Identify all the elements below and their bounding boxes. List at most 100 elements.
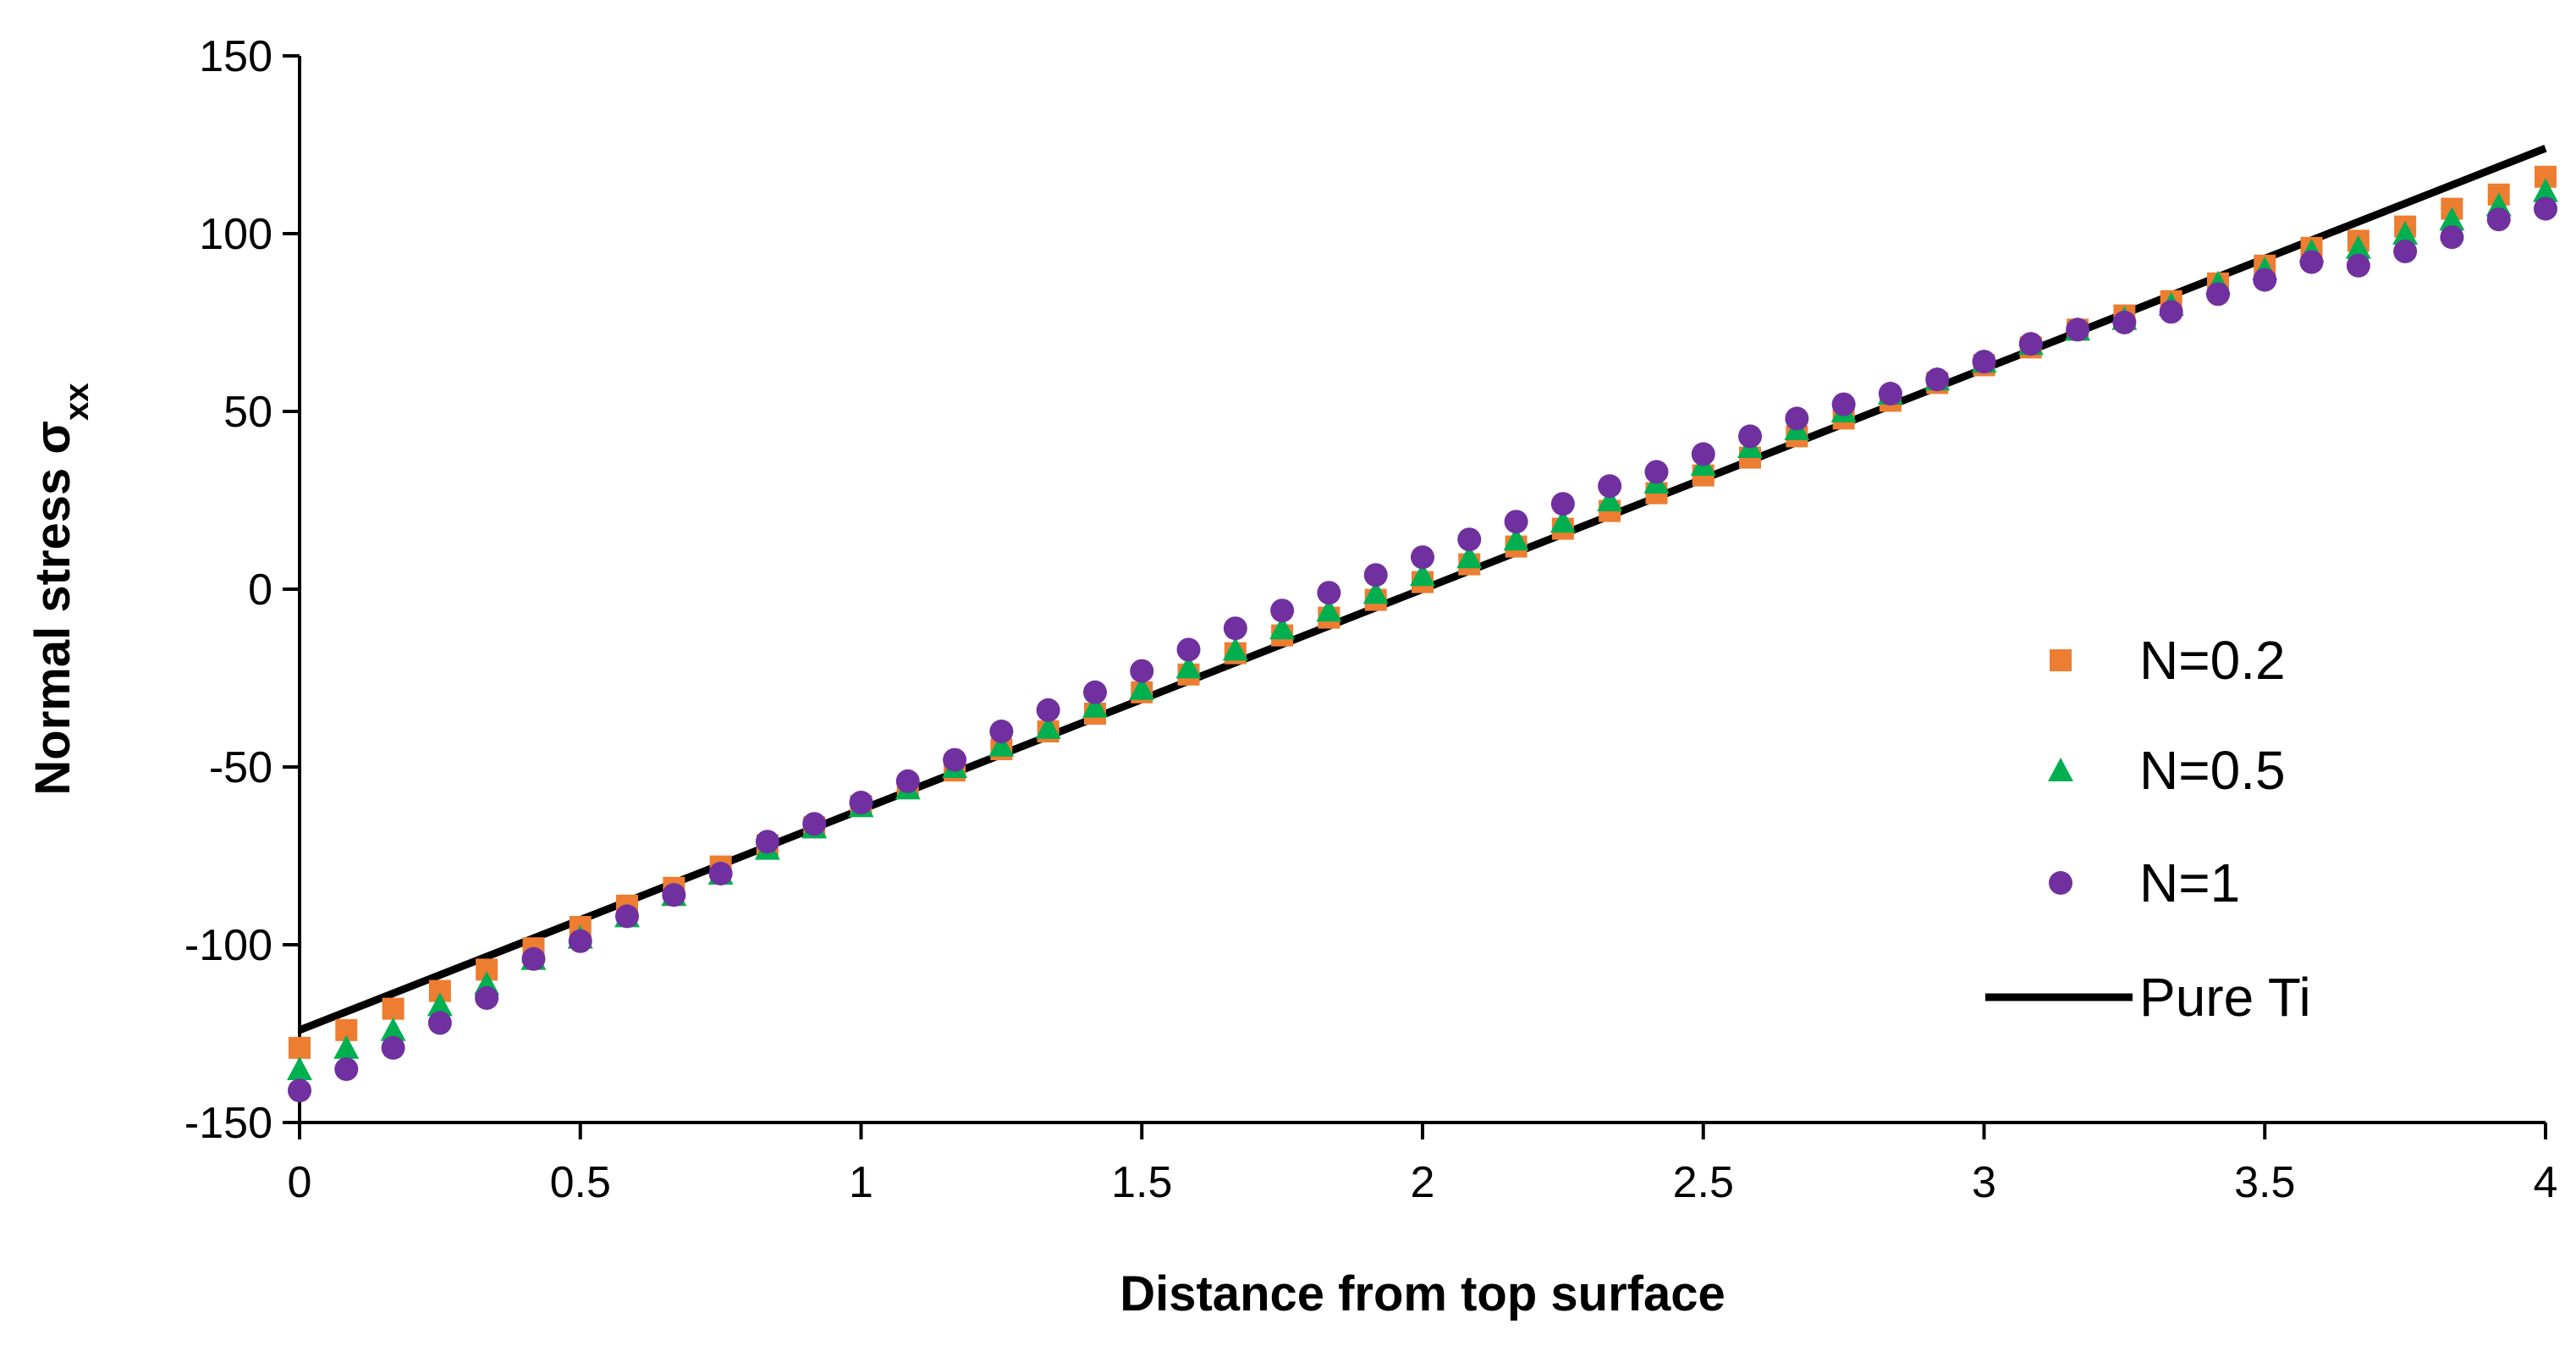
data-point bbox=[2345, 234, 2371, 259]
data-point bbox=[802, 812, 827, 836]
marker-series bbox=[287, 165, 2558, 1103]
data-point bbox=[380, 1017, 406, 1041]
data-point bbox=[2299, 250, 2324, 274]
legend-label: N=1 bbox=[2139, 852, 2240, 913]
legend-label: Pure Ti bbox=[2139, 967, 2311, 1028]
data-point bbox=[1597, 488, 1623, 511]
data-point bbox=[615, 904, 640, 929]
legend-marker bbox=[2050, 649, 2072, 671]
data-point bbox=[755, 830, 779, 854]
data-point bbox=[1410, 562, 1435, 587]
data-point bbox=[1129, 676, 1155, 700]
data-point bbox=[2346, 253, 2370, 278]
x-tick-label: 0 bbox=[288, 1158, 312, 1207]
data-point bbox=[382, 997, 405, 1020]
data-point bbox=[1222, 637, 1248, 661]
legend-item-pure-ti: Pure Ti bbox=[1985, 967, 2311, 1028]
data-point bbox=[333, 1034, 360, 1059]
data-point bbox=[988, 732, 1015, 757]
data-point bbox=[989, 720, 1014, 743]
data-point bbox=[1223, 616, 1247, 641]
legend: N=0.2 N=0.5 N=1 Pure Ti bbox=[1985, 630, 2311, 1028]
data-point bbox=[1362, 580, 1389, 604]
data-point bbox=[1785, 406, 1809, 431]
x-axis-title: Distance from top surface bbox=[1120, 1266, 1726, 1321]
data-point bbox=[1363, 563, 1388, 587]
data-point bbox=[2392, 221, 2419, 245]
y-axis-title: Normal stress σxx bbox=[25, 383, 96, 795]
data-point bbox=[1035, 714, 1061, 739]
data-point bbox=[1972, 350, 1996, 374]
data-point bbox=[2159, 300, 2183, 324]
data-point bbox=[1550, 492, 1575, 516]
data-point bbox=[1831, 392, 1856, 416]
x-ticks: 0 0.5 1 1.5 2 2.5 3 3.5 4 bbox=[288, 1123, 2558, 1207]
data-point bbox=[427, 992, 453, 1017]
data-point bbox=[1317, 581, 1341, 605]
y-tick-label: -100 bbox=[184, 921, 272, 970]
data-point bbox=[287, 1056, 312, 1080]
data-point bbox=[521, 946, 546, 971]
legend-marker bbox=[2048, 758, 2073, 781]
legend-label: N=0.5 bbox=[2139, 740, 2286, 801]
data-point bbox=[849, 791, 873, 814]
data-point bbox=[1691, 442, 1715, 466]
series-n-1 bbox=[288, 196, 2557, 1103]
data-point bbox=[1456, 544, 1483, 569]
data-point bbox=[288, 1078, 311, 1103]
data-point bbox=[1598, 474, 1622, 499]
data-point bbox=[2393, 240, 2418, 263]
x-tick-label: 2.5 bbox=[1673, 1158, 1734, 1207]
y-axis-title-main: Normal stress σ bbox=[25, 421, 80, 796]
y-tick-label: 100 bbox=[199, 210, 272, 259]
data-point bbox=[381, 1035, 405, 1060]
data-point bbox=[475, 986, 499, 1010]
x-tick-label: 1.5 bbox=[1111, 1158, 1172, 1207]
x-tick-label: 1 bbox=[849, 1158, 873, 1207]
data-point bbox=[1878, 382, 1902, 405]
data-point bbox=[1738, 424, 1763, 449]
data-point bbox=[289, 1036, 311, 1059]
data-point bbox=[568, 929, 592, 953]
data-point bbox=[1503, 527, 1529, 551]
data-point bbox=[1082, 680, 1107, 704]
legend-marker bbox=[2049, 871, 2072, 895]
data-point bbox=[1130, 659, 1154, 683]
data-point bbox=[1549, 509, 1576, 533]
data-point bbox=[334, 1057, 359, 1081]
data-point bbox=[1082, 693, 1108, 718]
data-point bbox=[708, 862, 733, 885]
legend-item-n-0-2: N=0.2 bbox=[2050, 630, 2286, 691]
data-point bbox=[1457, 527, 1482, 552]
data-point bbox=[943, 747, 967, 772]
x-tick-label: 3 bbox=[1972, 1158, 1996, 1207]
y-tick-label: -150 bbox=[184, 1099, 272, 1148]
x-tick-label: 0.5 bbox=[550, 1158, 611, 1207]
data-point bbox=[1411, 545, 1434, 570]
data-point bbox=[2018, 332, 2043, 356]
y-axis-title-subscript: xx bbox=[58, 383, 96, 421]
y-tick-label: -50 bbox=[209, 743, 272, 792]
data-point bbox=[1175, 654, 1202, 679]
data-point bbox=[2486, 207, 2511, 232]
data-point bbox=[1644, 460, 1669, 484]
data-point bbox=[2534, 196, 2557, 221]
y-tick-label: 150 bbox=[199, 32, 272, 81]
legend-label: N=0.2 bbox=[2139, 630, 2286, 691]
data-point bbox=[1036, 698, 1060, 722]
y-tick-label: 50 bbox=[223, 388, 272, 437]
y-ticks: 150 100 50 0 -50 -100 -150 bbox=[184, 32, 300, 1148]
data-point bbox=[427, 1011, 452, 1035]
x-tick-label: 4 bbox=[2534, 1158, 2558, 1207]
data-point bbox=[2439, 207, 2465, 231]
data-point bbox=[2112, 311, 2137, 334]
data-point bbox=[2205, 282, 2230, 306]
y-tick-label: 0 bbox=[248, 565, 272, 615]
data-point bbox=[895, 769, 920, 793]
data-point bbox=[662, 883, 686, 907]
data-point bbox=[2440, 225, 2464, 250]
data-point bbox=[2066, 317, 2090, 342]
data-point bbox=[2253, 268, 2277, 292]
x-tick-label: 2 bbox=[1411, 1158, 1435, 1207]
